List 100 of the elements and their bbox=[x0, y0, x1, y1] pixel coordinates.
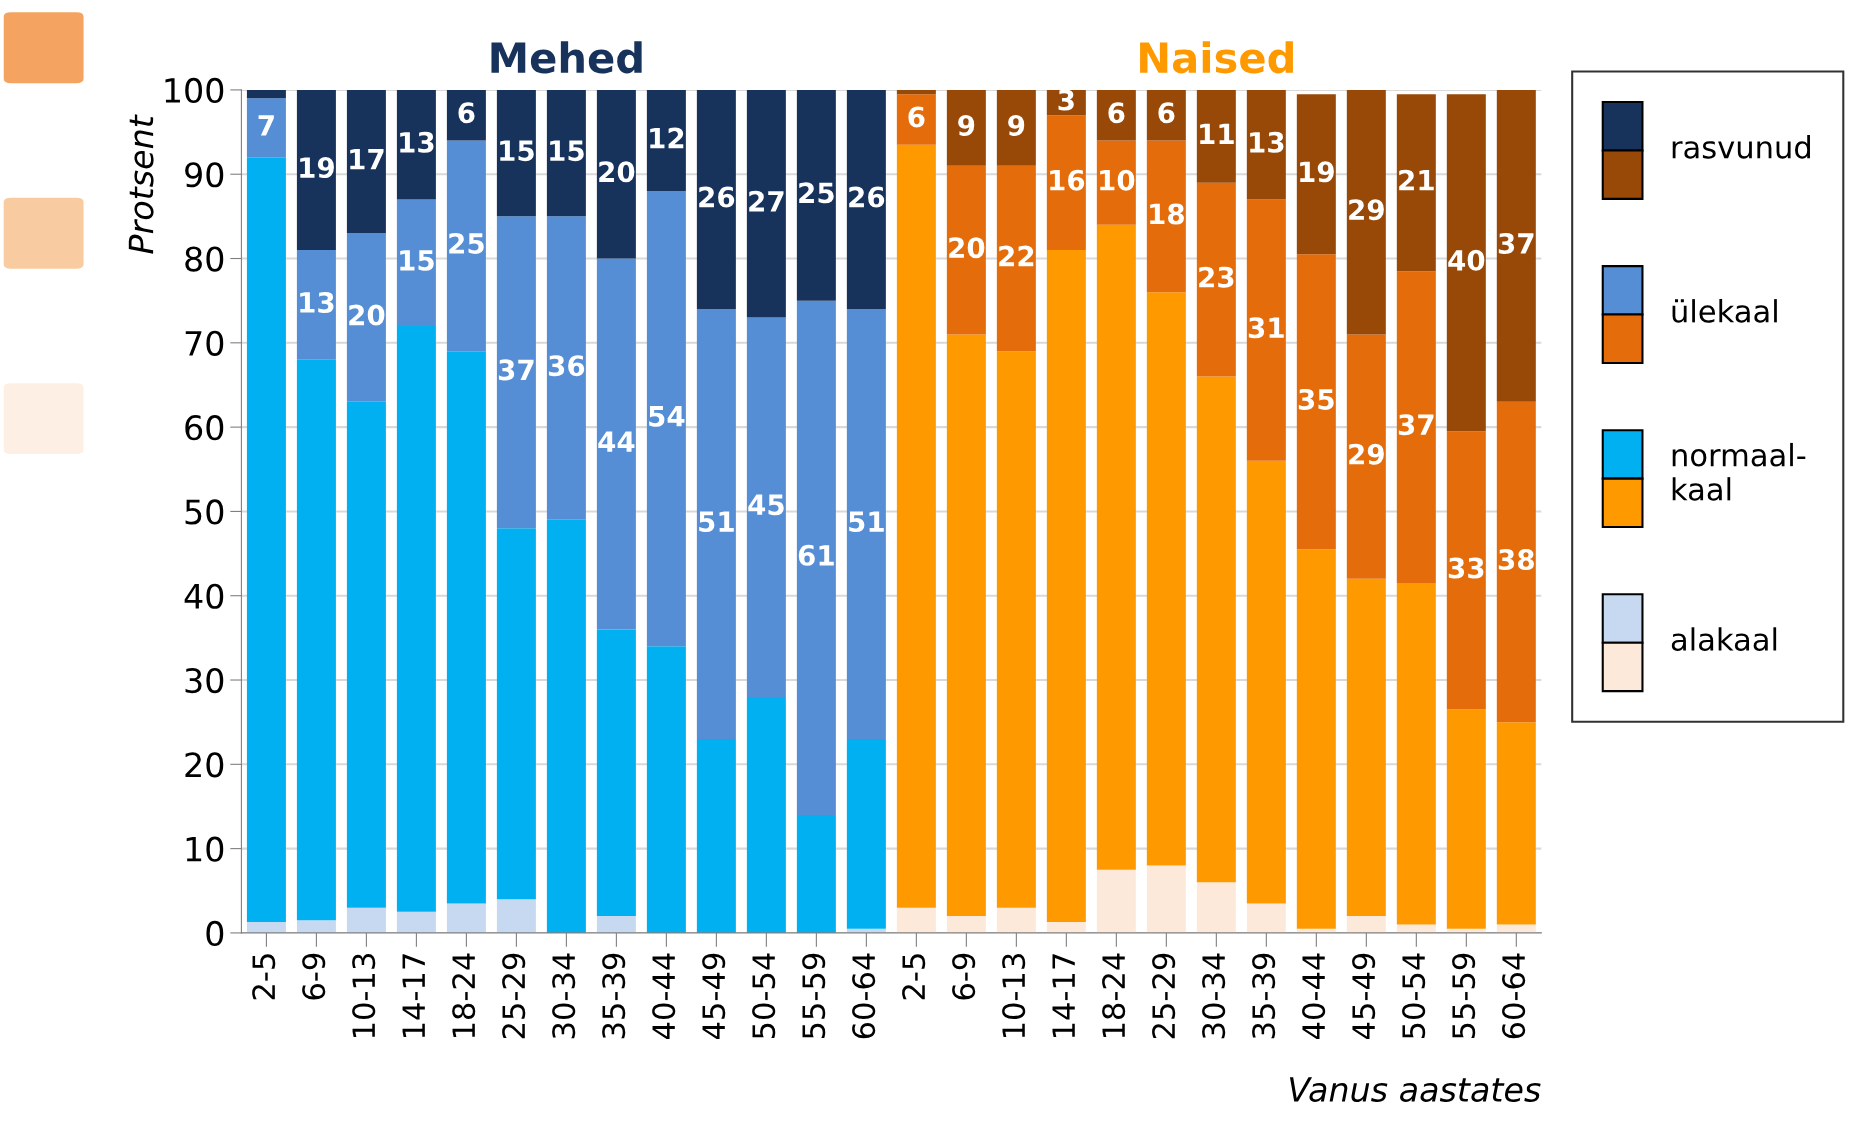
x-tick-label: 50-54 bbox=[1402, 953, 1426, 1039]
x-tick-label: 40-44 bbox=[652, 953, 676, 1039]
bar bbox=[1396, 94, 1436, 272]
y-tick-label: 20 bbox=[185, 752, 224, 778]
bar bbox=[796, 89, 836, 301]
bar bbox=[1146, 89, 1186, 141]
y-tick-label: 90 bbox=[185, 162, 224, 188]
data-label: 21 bbox=[1399, 169, 1434, 191]
data-label: 54 bbox=[649, 406, 685, 427]
y-tick-label: 10 bbox=[186, 836, 224, 862]
data-label: 6 bbox=[1158, 102, 1175, 124]
bar bbox=[1246, 460, 1286, 904]
bar bbox=[696, 89, 736, 310]
data-label: 3 bbox=[1058, 89, 1074, 111]
bar bbox=[996, 351, 1036, 908]
bar bbox=[1346, 578, 1386, 917]
bar bbox=[296, 359, 336, 921]
x-tick-label: 6-9 bbox=[302, 953, 326, 1000]
data-label: 18 bbox=[1150, 203, 1184, 225]
x-tick-label: 30-34 bbox=[1202, 953, 1226, 1039]
bar bbox=[646, 191, 686, 647]
data-label: 37 bbox=[498, 359, 534, 381]
data-label: 6 bbox=[908, 106, 925, 128]
bar bbox=[446, 140, 486, 352]
bar bbox=[496, 216, 536, 529]
bar bbox=[1496, 924, 1536, 933]
bar bbox=[1396, 271, 1436, 584]
data-label: 16 bbox=[1050, 169, 1085, 191]
y-axis-title: Protsent bbox=[128, 114, 154, 254]
x-tick-label: 14-17 bbox=[1052, 954, 1075, 1038]
data-label: 15 bbox=[400, 250, 434, 271]
x-tick-label: 55-59 bbox=[1452, 953, 1476, 1039]
x-tick-label: 45-49 bbox=[702, 953, 726, 1039]
bar bbox=[546, 216, 586, 520]
bar bbox=[1146, 292, 1186, 866]
data-label: 45 bbox=[748, 494, 784, 516]
bar bbox=[1096, 89, 1136, 141]
bar bbox=[1146, 865, 1186, 933]
x-tick-label: 10-13 bbox=[1002, 954, 1026, 1038]
bar bbox=[1296, 94, 1336, 255]
bar bbox=[396, 89, 436, 200]
x-tick-label: 50-54 bbox=[752, 953, 776, 1039]
bar bbox=[246, 89, 286, 99]
bar bbox=[946, 165, 986, 335]
data-label: 38 bbox=[1498, 549, 1534, 571]
bar bbox=[496, 89, 536, 217]
bar bbox=[546, 519, 586, 933]
y-tick-label: 100 bbox=[165, 77, 224, 104]
data-label: 51 bbox=[849, 511, 884, 533]
data-label: 17 bbox=[350, 148, 384, 170]
y-tick-label: 70 bbox=[185, 330, 224, 356]
legend-label: rasvunud bbox=[1672, 135, 1810, 159]
bar bbox=[1096, 224, 1136, 870]
data-label: 37 bbox=[1398, 414, 1434, 436]
data-label: 19 bbox=[1300, 161, 1334, 183]
data-label: 13 bbox=[1250, 131, 1284, 153]
bar bbox=[546, 89, 586, 217]
y-tick-label: 60 bbox=[185, 415, 224, 441]
data-label: 6 bbox=[458, 102, 475, 124]
bar bbox=[1196, 89, 1236, 183]
data-label: 26 bbox=[849, 186, 885, 208]
bar bbox=[396, 325, 436, 912]
bar bbox=[996, 89, 1036, 166]
x-tick-label: 40-44 bbox=[1302, 953, 1326, 1039]
bar bbox=[1446, 709, 1486, 929]
y-tick-label: 30 bbox=[185, 667, 224, 694]
x-axis-title: Vanus aastates bbox=[1289, 1077, 1541, 1103]
x-tick-label: 25-29 bbox=[502, 953, 526, 1039]
bar bbox=[1496, 722, 1536, 925]
x-tick-label: 35-39 bbox=[602, 953, 626, 1039]
bar bbox=[646, 646, 686, 933]
data-label: 20 bbox=[349, 304, 385, 326]
x-tick-label: 35-39 bbox=[1252, 953, 1276, 1039]
bar bbox=[496, 899, 536, 933]
bar bbox=[1246, 89, 1286, 200]
bar bbox=[1346, 89, 1386, 335]
bar bbox=[446, 351, 486, 904]
bar bbox=[396, 911, 436, 933]
data-label: 15 bbox=[500, 140, 534, 162]
bar bbox=[846, 89, 886, 310]
data-label: 23 bbox=[1199, 266, 1234, 288]
bar bbox=[346, 233, 386, 402]
data-label: 61 bbox=[798, 544, 834, 566]
bar bbox=[946, 916, 986, 933]
data-label: 35 bbox=[1298, 388, 1334, 410]
data-label: 15 bbox=[550, 140, 584, 162]
bar bbox=[596, 258, 636, 630]
x-tick-label: 6-9 bbox=[952, 953, 976, 1000]
data-label: 22 bbox=[999, 245, 1034, 267]
legend-label: normaal- kaal bbox=[1672, 442, 1806, 501]
x-tick-label: 60-64 bbox=[1502, 953, 1526, 1039]
bar bbox=[1046, 921, 1086, 933]
bar bbox=[1496, 89, 1536, 402]
data-label: 7 bbox=[258, 115, 274, 136]
x-tick-label: 60-64 bbox=[852, 953, 876, 1039]
bar bbox=[1196, 182, 1236, 377]
bar bbox=[246, 921, 286, 933]
text: Naised bbox=[1140, 41, 1293, 74]
data-label: 51 bbox=[699, 511, 734, 533]
bar bbox=[396, 199, 436, 326]
